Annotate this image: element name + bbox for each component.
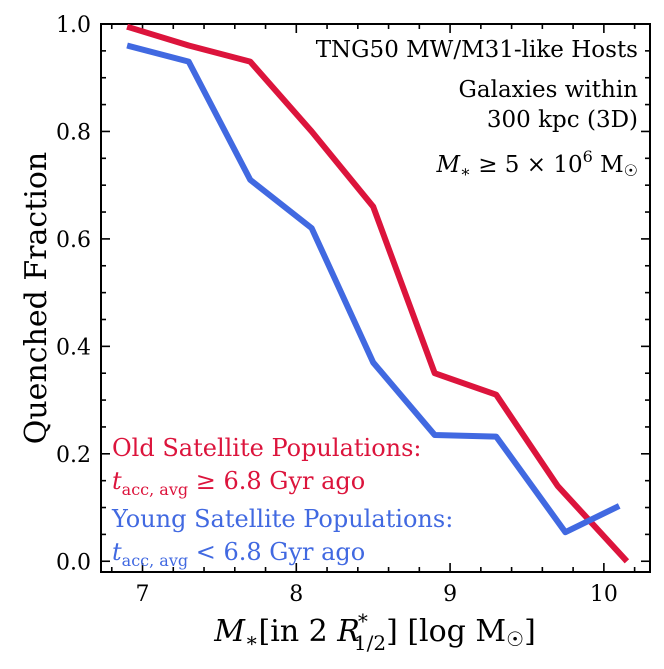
y-tick-label: 0.8	[56, 120, 91, 145]
annotation-sample-title: TNG50 MW/M31-like Hosts	[316, 37, 638, 63]
x-tick-label: 10	[590, 582, 618, 607]
legend-young-label: Young Satellite Populations:	[111, 505, 453, 533]
y-tick-label: 0.0	[56, 550, 91, 575]
axis-ticks	[101, 23, 650, 572]
legend-old-condition: tacc, avg ≥ 6.8 Gyr ago	[112, 467, 365, 499]
y-tick-label: 1.0	[56, 13, 91, 38]
legend: Old Satellite Populations: tacc, avg ≥ 6…	[111, 434, 453, 570]
y-tick-label: 0.4	[56, 335, 91, 360]
x-tick-label: 7	[136, 582, 150, 607]
y-axis-title: Quenched Fraction	[19, 152, 54, 445]
axis-tick-labels: 7 8 9 10 0.0 0.2 0.4 0.6 0.8 1.0	[56, 13, 618, 607]
y-tick-label: 0.2	[56, 443, 91, 468]
plot-frame	[100, 23, 651, 573]
y-tick-label: 0.6	[56, 228, 91, 253]
x-axis-title: M∗[in 2 R* 1/2] [log M☉]	[213, 609, 536, 655]
x-tick-label: 8	[289, 582, 303, 607]
legend-young-condition: tacc, avg < 6.8 Gyr ago	[112, 538, 365, 570]
series-line-young-satellites	[126, 42, 621, 536]
series-line-old-satellites	[126, 23, 630, 564]
legend-old-label: Old Satellite Populations:	[112, 434, 422, 462]
annotation-galaxies-within: Galaxies within	[459, 77, 639, 103]
annotation-mass-cut: M∗ ≥ 5 × 106 M☉	[435, 147, 638, 181]
x-tick-label: 9	[443, 582, 457, 607]
annotation-distance-cut: 300 kpc (3D)	[487, 107, 638, 133]
series-lines	[126, 23, 630, 564]
